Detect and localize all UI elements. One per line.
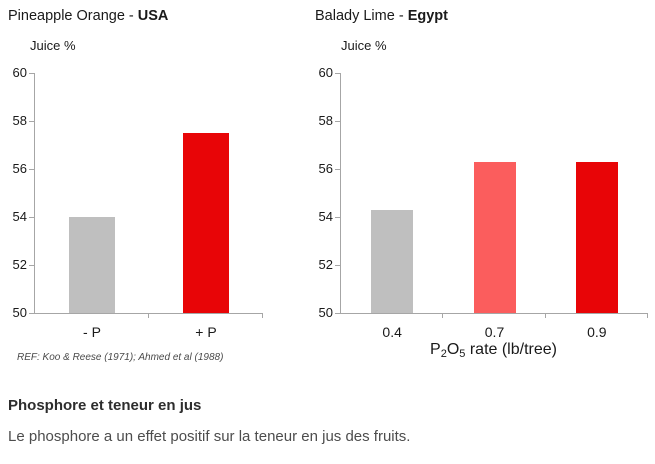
y-tick-label: 60 bbox=[12, 65, 27, 80]
y-tick-label: 56 bbox=[318, 161, 333, 176]
x-category-label: - P bbox=[83, 324, 101, 340]
chart-title: Pineapple Orange - USA bbox=[8, 8, 168, 24]
y-tick bbox=[335, 121, 341, 122]
y-tick-label: 52 bbox=[12, 257, 27, 272]
chart-title-country: USA bbox=[137, 8, 169, 24]
x-tick bbox=[544, 313, 546, 318]
x-tick bbox=[442, 313, 444, 318]
y-tick-label: 54 bbox=[318, 209, 333, 224]
y-tick bbox=[335, 313, 341, 314]
x-axis-title: P2O5 rate (lb/tree) bbox=[340, 341, 647, 360]
plot-area: 60 58 56 54 52 50 - P + P bbox=[13, 65, 263, 340]
y-axis-label: Juice % bbox=[30, 38, 76, 53]
y-tick-label: 58 bbox=[12, 113, 27, 128]
x-axis-title-subscript: 5 bbox=[459, 348, 466, 360]
x-axis-title-part: O bbox=[446, 341, 460, 358]
chart-balady-lime-egypt: Balady Lime - Egypt Juice % 60 58 56 54 52 50… bbox=[306, 0, 655, 392]
y-tick bbox=[29, 313, 35, 314]
x-category-label: + P bbox=[195, 324, 217, 340]
y-tick bbox=[29, 121, 35, 122]
y-tick bbox=[29, 265, 35, 266]
footer-heading: Phosphore et teneur en jus bbox=[8, 397, 202, 414]
chart-title: Balady Lime - Egypt bbox=[315, 8, 448, 24]
plot-area: 60 58 56 54 52 50 0.4 0.7 0.9 bbox=[319, 65, 648, 340]
y-tick-label: 50 bbox=[318, 305, 333, 320]
x-tick bbox=[148, 313, 149, 318]
bar bbox=[575, 161, 618, 313]
x-axis-title-part: P bbox=[430, 341, 441, 358]
y-tick bbox=[335, 169, 341, 170]
y-axis-label: Juice % bbox=[341, 38, 387, 53]
y-tick-label: 54 bbox=[12, 209, 27, 224]
y-tick bbox=[29, 217, 35, 218]
y-tick bbox=[29, 169, 35, 170]
bar bbox=[183, 133, 229, 313]
y-tick bbox=[29, 73, 35, 74]
x-tick bbox=[647, 313, 648, 318]
y-tick-label: 58 bbox=[318, 113, 333, 128]
x-category-label: 0.7 bbox=[484, 324, 505, 340]
reference-note: REF: Koo & Reese (1971); Ahmed et al (19… bbox=[17, 352, 224, 363]
x-axis-title-subscript: 2 bbox=[440, 348, 447, 360]
y-tick-label: 56 bbox=[12, 161, 27, 176]
footer-text: Le phosphore a un effet positif sur la t… bbox=[8, 428, 411, 445]
y-tick-label: 50 bbox=[12, 305, 27, 320]
y-tick bbox=[335, 265, 341, 266]
y-tick-label: 52 bbox=[318, 257, 333, 272]
y-tick bbox=[335, 217, 341, 218]
chart-pineapple-orange-usa: Pineapple Orange - USA Juice % 60 58 56 54 5… bbox=[0, 0, 302, 392]
y-tick-label: 60 bbox=[318, 65, 333, 80]
chart-title-country: Egypt bbox=[407, 8, 448, 24]
bar bbox=[473, 161, 516, 313]
x-axis-title-part: rate (lb/tree) bbox=[465, 341, 557, 358]
chart-title-crop: Balady Lime - bbox=[315, 8, 408, 24]
x-tick bbox=[262, 313, 263, 318]
bar bbox=[69, 217, 115, 313]
bar bbox=[371, 209, 414, 313]
chart-title-crop: Pineapple Orange - bbox=[8, 8, 138, 24]
x-category-label: 0.9 bbox=[587, 324, 607, 340]
y-tick bbox=[335, 73, 341, 74]
x-category-label: 0.4 bbox=[382, 324, 402, 340]
